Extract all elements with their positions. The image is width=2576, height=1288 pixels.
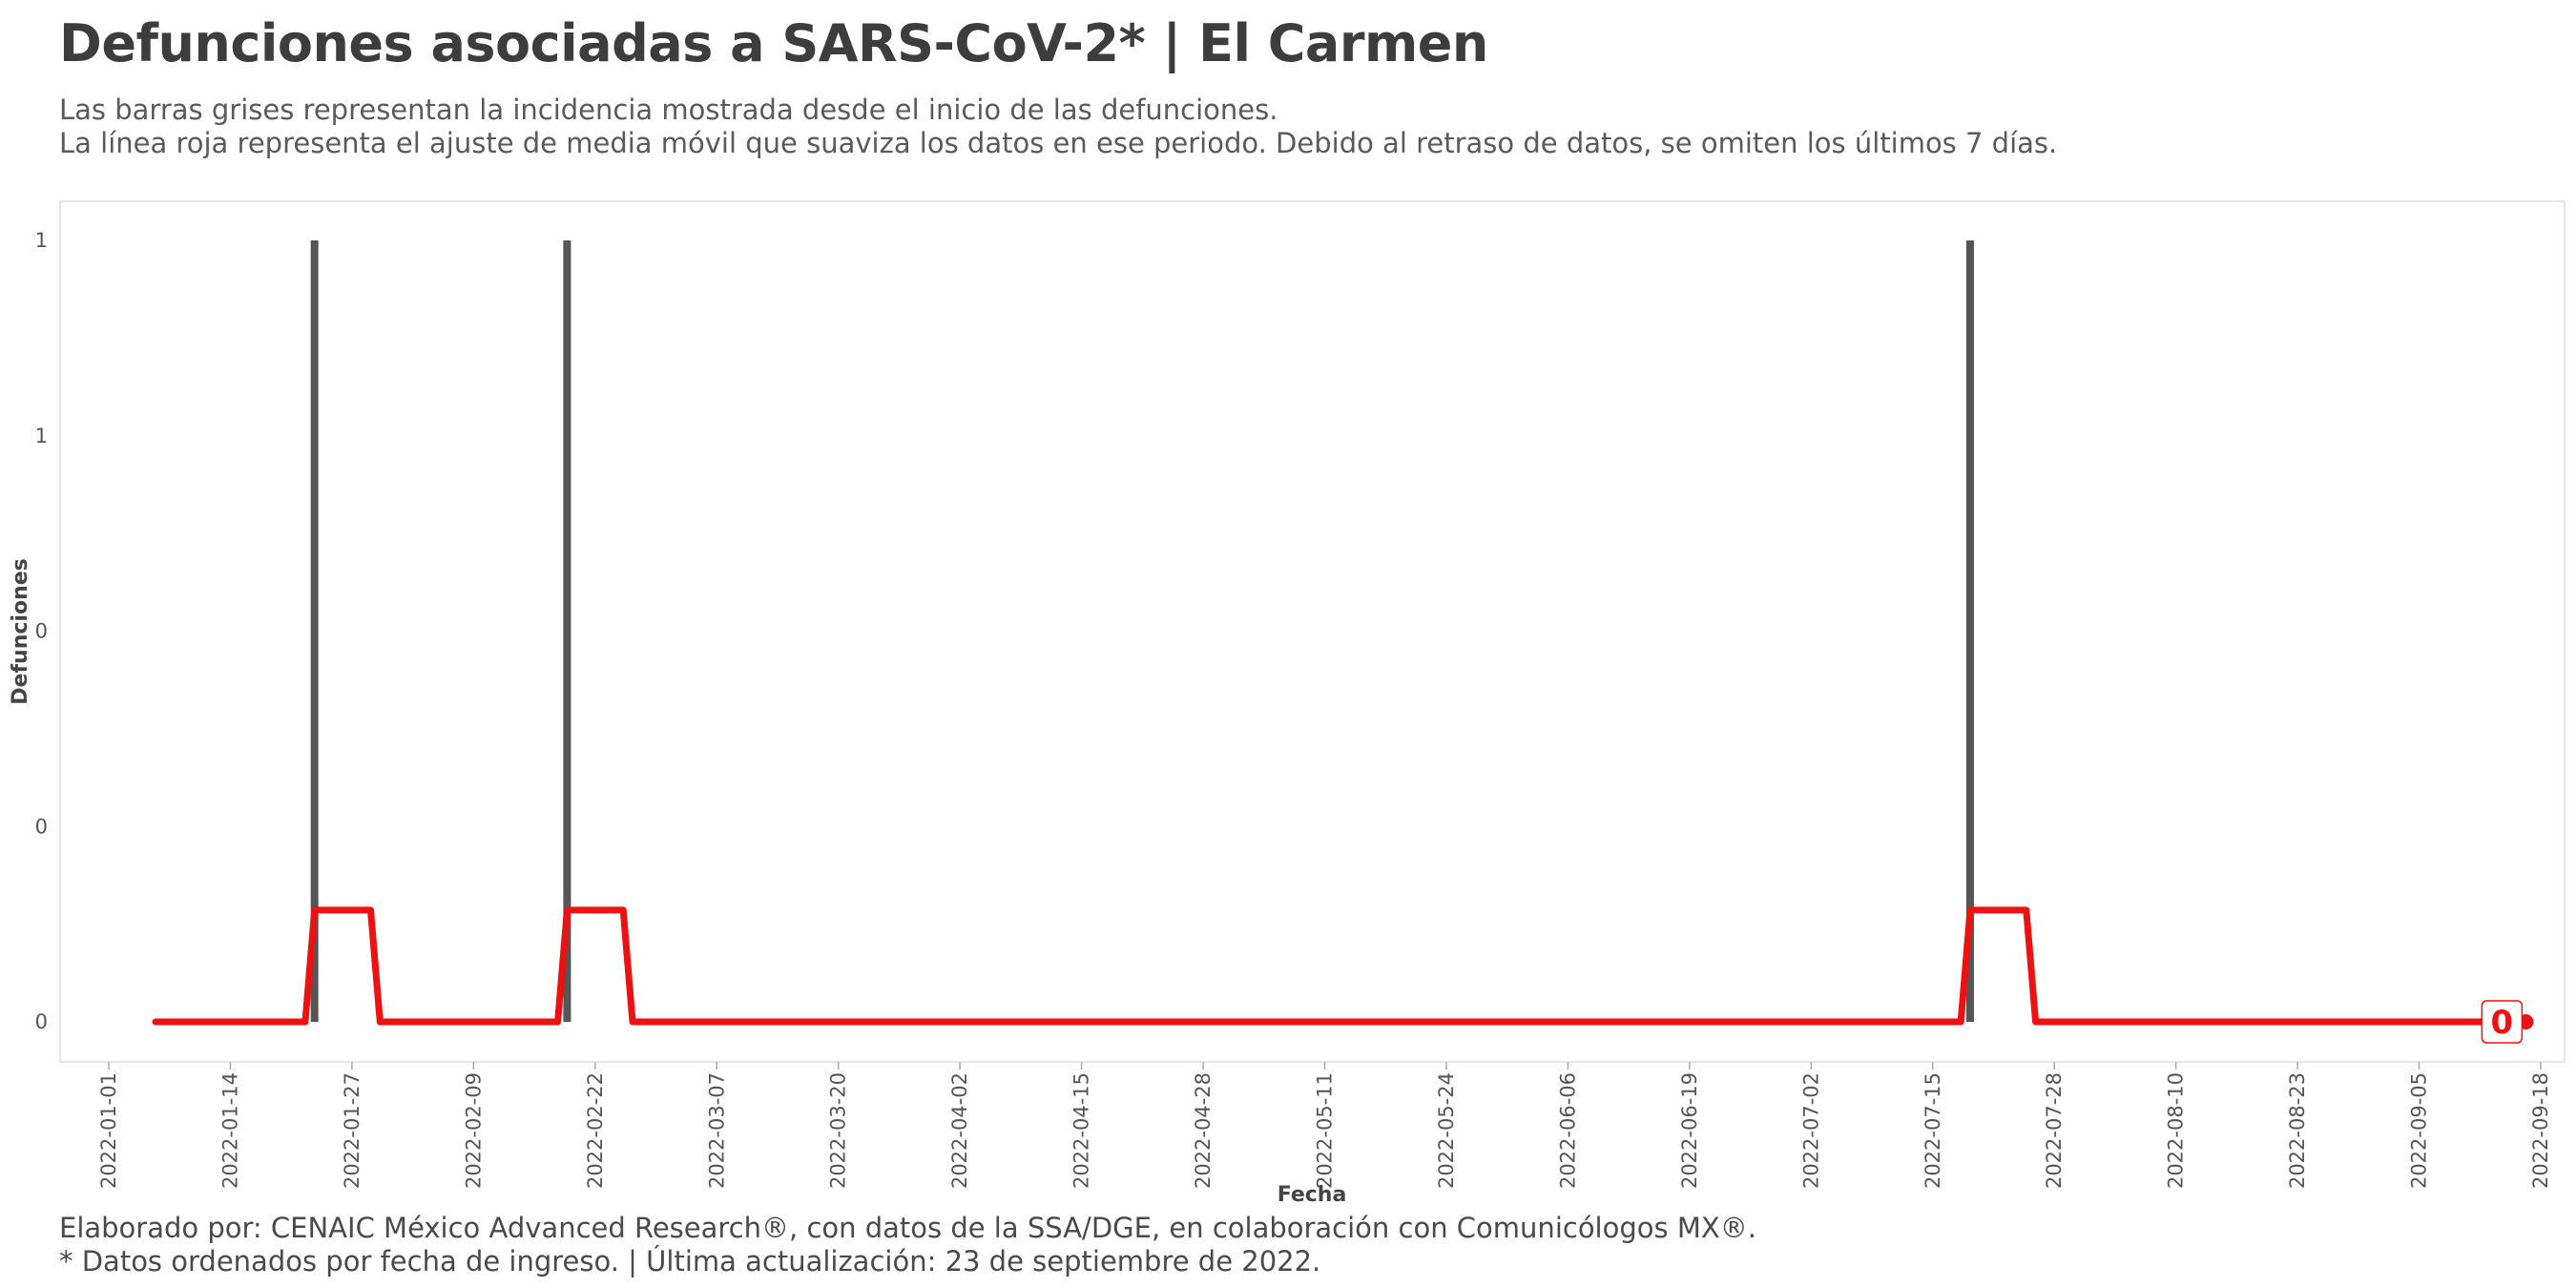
y-tick-label: 1	[35, 229, 48, 252]
x-tick-label: 2022-06-06	[1556, 1072, 1579, 1189]
x-tick-label: 2022-04-28	[1192, 1072, 1215, 1189]
y-axis: 0 0 0 1 1	[35, 229, 48, 1033]
x-tick-label: 2022-07-02	[1799, 1072, 1822, 1189]
plot-panel-border	[59, 200, 2566, 1063]
x-tick-label: 2022-02-22	[584, 1072, 607, 1189]
x-tick-label: 2022-01-14	[218, 1072, 241, 1189]
bar-layer	[310, 240, 1974, 1022]
x-tick-label: 2022-01-27	[341, 1072, 364, 1189]
x-tick-label: 2022-07-28	[2043, 1072, 2066, 1189]
x-tick-label: 2022-04-02	[948, 1072, 971, 1189]
moving-average-line	[152, 906, 2525, 1026]
chart-subtitle-line-2: La línea roja representa el ajuste de me…	[59, 127, 2058, 159]
moving-average-layer: 0	[152, 906, 2534, 1044]
chart-caption-line-1: Elaborado por: CENAIC México Advanced Re…	[59, 1212, 1756, 1244]
x-tick-label: 2022-06-19	[1678, 1072, 1701, 1189]
end-label: 0	[2491, 1004, 2514, 1042]
y-tick-label: 0	[35, 815, 48, 838]
chart-caption-line-2: * Datos ordenados por fecha de ingreso. …	[59, 1245, 1321, 1278]
bar	[310, 240, 319, 1022]
x-axis-title: Fecha	[1278, 1183, 1347, 1207]
x-tick-label: 2022-07-15	[1922, 1072, 1944, 1189]
x-tick-label: 2022-08-10	[2165, 1072, 2188, 1189]
x-tick-label: 2022-09-05	[2408, 1072, 2431, 1189]
chart-subtitle-line-1: Las barras grises representan la inciden…	[59, 93, 1278, 126]
bar	[563, 240, 571, 1022]
x-tick-label: 2022-08-23	[2286, 1072, 2309, 1189]
y-tick-label: 0	[35, 620, 48, 643]
x-tick-label: 2022-05-24	[1435, 1072, 1458, 1189]
x-tick-label: 2022-02-09	[462, 1072, 485, 1189]
chart-title: Defunciones asociadas a SARS-CoV-2* | El…	[59, 13, 1488, 73]
x-tick-label: 2022-01-01	[97, 1072, 120, 1189]
y-tick-label: 1	[35, 425, 48, 447]
x-tick-label: 2022-05-11	[1314, 1072, 1337, 1189]
x-tick-label: 2022-09-18	[2529, 1072, 2552, 1189]
x-tick-label: 2022-03-07	[705, 1072, 728, 1189]
bar	[1965, 240, 1974, 1022]
y-tick-label: 0	[35, 1010, 48, 1033]
x-axis: 2022-01-01 2022-01-14 2022-01-27 2022-02-09…	[97, 1062, 2552, 1189]
x-tick-label: 2022-04-15	[1070, 1072, 1093, 1189]
x-tick-label: 2022-03-20	[827, 1072, 850, 1189]
y-axis-title: Defunciones	[9, 558, 32, 704]
end-label-box	[2481, 1000, 2524, 1044]
